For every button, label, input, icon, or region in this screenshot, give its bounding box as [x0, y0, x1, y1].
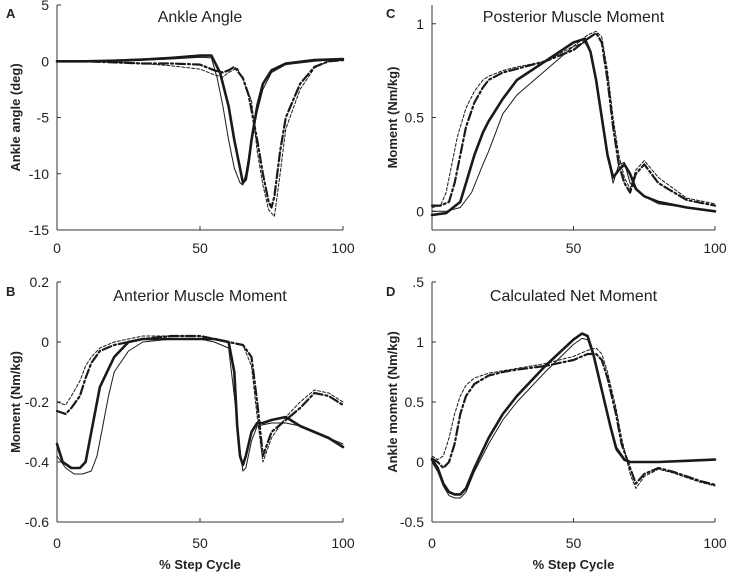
panel-d: D Calculated Net Moment Ankle moment (Nm/k… — [385, 274, 727, 572]
series-line-thin-dashed — [431, 347, 716, 489]
series-line-thick-solid — [430, 332, 717, 496]
y-tick-label: -15 — [29, 222, 49, 238]
chart-title: Calculated Net Moment — [490, 288, 658, 305]
y-tick-label: 1 — [416, 16, 424, 32]
series-line-thin-solid — [431, 337, 716, 499]
series-line-thick-dashdot — [55, 59, 345, 209]
y-tick-label: .5 — [412, 274, 424, 290]
x-tick-label: 0 — [428, 240, 436, 256]
y-tick-label: -0.2 — [25, 394, 49, 410]
x-tick-label: 50 — [566, 535, 582, 551]
x-tick-label: 50 — [566, 240, 582, 256]
y-tick-label: 0.5 — [405, 110, 425, 126]
x-tick-label: 100 — [331, 240, 355, 256]
x-tick-label: 100 — [703, 535, 727, 551]
y-tick-label: -0.6 — [25, 514, 49, 530]
y-axis-label: Moment (Nm/kg) — [385, 67, 400, 169]
series-line-thin-dashed — [56, 59, 344, 217]
x-tick-label: 0 — [428, 535, 436, 551]
y-tick-label: 1 — [416, 334, 424, 350]
series-line-thick-dashdot — [430, 352, 717, 486]
x-axis-label: % Step Cycle — [533, 557, 615, 572]
x-axis-label: % Step Cycle — [159, 557, 241, 572]
series-line-thin-solid — [56, 56, 344, 186]
x-tick-label: 100 — [331, 535, 355, 551]
panel-letter: D — [386, 284, 395, 299]
series-line-thin-solid — [56, 338, 344, 475]
y-tick-label: 0.2 — [30, 274, 50, 290]
series-line-thin-dashed — [431, 30, 716, 208]
y-tick-label: 0 — [416, 203, 424, 219]
y-tick-label: -5 — [37, 110, 50, 126]
y-tick-label: 5 — [41, 0, 49, 13]
chart-title: Ankle Angle — [158, 9, 243, 26]
y-tick-label: -0.5 — [400, 514, 424, 530]
y-tick-label: 0 — [416, 454, 424, 470]
x-tick-label: 0 — [53, 240, 61, 256]
y-tick-label: -10 — [29, 166, 49, 182]
panel-b: B Anterior Muscle Moment Moment (Nm/kg) % S… — [6, 274, 355, 572]
y-tick-label: 0 — [41, 334, 49, 350]
panel-letter: A — [6, 6, 16, 21]
series-line-thick-solid — [55, 54, 345, 185]
y-axis-label: Ankle moment (Nm/kg) — [385, 331, 400, 473]
series-line-thick-dashdot — [430, 32, 717, 207]
y-tick-label: 0 — [41, 53, 49, 69]
series-line-thin-solid — [431, 42, 716, 212]
y-axis-label: Ankle angle (deg) — [8, 63, 23, 171]
panel-letter: B — [6, 284, 15, 299]
series-line-thin-dashed — [56, 335, 344, 463]
panel-c: C Posterior Muscle Moment Moment (Nm/kg) 0 5… — [385, 5, 727, 256]
y-axis-label: Moment (Nm/kg) — [8, 351, 23, 453]
x-tick-label: 100 — [703, 240, 727, 256]
y-tick-label: 0.5 — [405, 394, 425, 410]
series-line-thick-solid — [430, 37, 717, 217]
chart-title: Anterior Muscle Moment — [113, 288, 287, 305]
chart-title: Posterior Muscle Moment — [483, 9, 665, 26]
x-tick-label: 50 — [192, 535, 208, 551]
y-tick-label: -0.4 — [25, 454, 49, 470]
x-tick-label: 50 — [192, 240, 208, 256]
series-line-thick-dashdot — [55, 334, 345, 458]
series-line-thick-solid — [55, 337, 345, 470]
panel-letter: C — [386, 6, 396, 21]
x-tick-label: 0 — [53, 535, 61, 551]
